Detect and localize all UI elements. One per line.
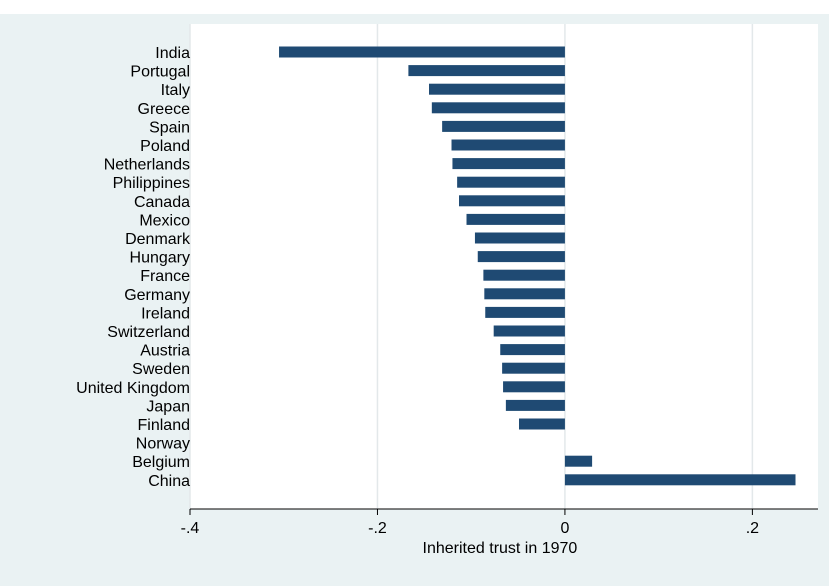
category-label: Philippines xyxy=(113,175,190,192)
category-label: Norway xyxy=(136,436,190,453)
plot-area xyxy=(190,24,818,509)
category-label: India xyxy=(155,45,190,62)
category-label: Belgium xyxy=(132,454,190,471)
bar xyxy=(474,232,565,244)
bar xyxy=(459,195,565,207)
bar xyxy=(503,381,565,393)
bar xyxy=(502,362,565,374)
bar xyxy=(485,306,565,318)
category-label: Japan xyxy=(146,398,190,415)
bar xyxy=(493,325,565,337)
category-label: Ireland xyxy=(141,305,190,322)
category-label: Poland xyxy=(140,138,190,155)
bar xyxy=(451,139,565,151)
category-label: Austria xyxy=(140,343,190,360)
x-tick-label: .2 xyxy=(746,520,759,537)
category-label: Denmark xyxy=(125,231,191,248)
bar xyxy=(500,344,565,356)
category-label: Spain xyxy=(149,119,190,136)
bar xyxy=(442,120,565,132)
bar xyxy=(466,213,565,225)
bar xyxy=(457,176,565,188)
category-label: United Kingdom xyxy=(76,380,190,397)
bar xyxy=(484,288,565,300)
category-label: Sweden xyxy=(132,361,190,378)
x-tick-label: -.2 xyxy=(368,520,387,537)
category-label: Mexico xyxy=(139,212,190,229)
category-label: France xyxy=(140,268,190,285)
x-axis-title: Inherited trust in 1970 xyxy=(423,540,578,557)
bar xyxy=(429,83,565,95)
bar xyxy=(431,102,565,114)
category-label: Netherlands xyxy=(104,157,190,174)
bar xyxy=(564,474,796,486)
bar xyxy=(477,251,565,263)
bar xyxy=(564,455,593,467)
bar xyxy=(408,65,565,77)
category-label: Germany xyxy=(124,287,190,304)
category-label: Portugal xyxy=(130,64,190,81)
category-label: Finland xyxy=(138,417,190,434)
bar xyxy=(518,418,565,430)
x-axis-ticks: -.4 -.2 0 .2 xyxy=(181,509,759,537)
bar xyxy=(483,269,565,281)
x-tick-label: -.4 xyxy=(181,520,200,537)
chart-frame: India Portugal Italy Greece Spain Poland Nethe… xyxy=(0,14,829,586)
x-tick-label: 0 xyxy=(560,520,569,537)
bars xyxy=(279,46,796,486)
category-label: Greece xyxy=(138,101,191,118)
category-label: China xyxy=(148,473,190,490)
category-label: Switzerland xyxy=(107,324,190,341)
header-fragment xyxy=(0,0,829,14)
category-label: Italy xyxy=(161,82,190,99)
category-label: Canada xyxy=(134,194,190,211)
bar xyxy=(279,46,565,58)
category-label: Hungary xyxy=(130,250,190,267)
bar xyxy=(452,158,565,170)
bar xyxy=(505,399,565,411)
